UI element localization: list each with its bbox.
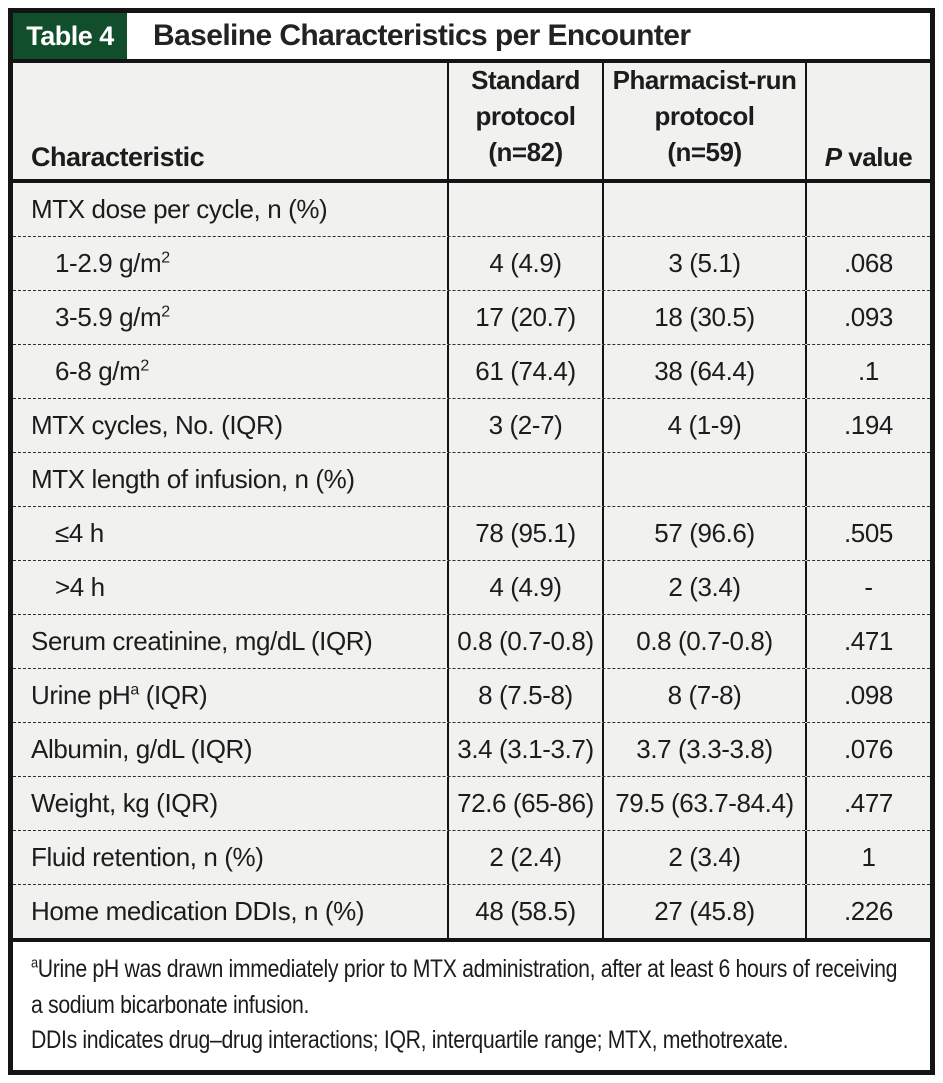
row-value-pharmacist: 79.5 (63.7-84.4) (602, 777, 805, 830)
table-label: Table 4 (26, 20, 114, 51)
row-label: ≤4 h (55, 518, 104, 548)
table-footnotes: aUrine pH was drawn immediately prior to… (13, 938, 930, 1070)
table-row: Albumin, g/dL (IQR) 3.4 (3.1-3.7) 3.7 (3… (13, 722, 930, 776)
row-value-standard: 8 (7.5-8) (447, 669, 602, 722)
row-value-p: .471 (805, 615, 930, 668)
table-row: 6-8 g/m2 61 (74.4) 38 (64.4) .1 (13, 344, 930, 398)
table-row: MTX cycles, No. (IQR) 3 (2-7) 4 (1-9) .1… (13, 398, 930, 452)
row-value-standard: 48 (58.5) (447, 885, 602, 938)
row-label: Albumin, g/dL (IQR) (31, 734, 253, 764)
row-label: Serum creatinine, mg/dL (IQR) (31, 626, 373, 656)
table-row: >4 h 4 (4.9) 2 (3.4) - (13, 560, 930, 614)
row-value-p (805, 453, 930, 506)
row-label: 6-8 g/m2 (55, 356, 149, 386)
row-value-pharmacist: 8 (7-8) (602, 669, 805, 722)
row-value-pharmacist: 3 (5.1) (602, 237, 805, 290)
table-row: 1-2.9 g/m2 4 (4.9) 3 (5.1) .068 (13, 236, 930, 290)
table-row: Fluid retention, n (%) 2 (2.4) 2 (3.4) 1 (13, 830, 930, 884)
table-title: Baseline Characteristics per Encounter (153, 19, 691, 52)
table-titlebar: Table 4 Baseline Characteristics per Enc… (13, 13, 930, 63)
row-value-pharmacist: 57 (96.6) (602, 507, 805, 560)
row-value-p: .194 (805, 399, 930, 452)
table-row: 3-5.9 g/m2 17 (20.7) 18 (30.5) .093 (13, 290, 930, 344)
row-value-standard: 3 (2-7) (447, 399, 602, 452)
row-label: >4 h (55, 572, 105, 602)
row-label: MTX cycles, No. (IQR) (31, 410, 283, 440)
table-row: Serum creatinine, mg/dL (IQR) 0.8 (0.7-0… (13, 614, 930, 668)
row-value-p: .477 (805, 777, 930, 830)
column-header-pharmacist-protocol: Pharmacist-run protocol (n=59) (602, 63, 805, 183)
row-label: MTX length of infusion, n (%) (31, 464, 355, 494)
row-value-pharmacist: 27 (45.8) (602, 885, 805, 938)
table-row: MTX dose per cycle, n (%) (13, 183, 930, 236)
footnote-a-text: Urine pH was drawn immediately prior to … (31, 955, 898, 1019)
footnote-a: aUrine pH was drawn immediately prior to… (31, 952, 912, 1023)
row-value-p: .1 (805, 345, 930, 398)
row-value-standard: 0.8 (0.7-0.8) (447, 615, 602, 668)
row-label: Weight, kg (IQR) (31, 788, 218, 818)
table-row: MTX length of infusion, n (%) (13, 452, 930, 506)
row-label: MTX dose per cycle, n (%) (31, 194, 328, 224)
row-value-standard: 3.4 (3.1-3.7) (447, 723, 602, 776)
row-value-standard: 17 (20.7) (447, 291, 602, 344)
row-value-pharmacist: 4 (1-9) (602, 399, 805, 452)
row-value-p: .093 (805, 291, 930, 344)
row-value-pharmacist: 3.7 (3.3-3.8) (602, 723, 805, 776)
row-value-p: .098 (805, 669, 930, 722)
row-value-pharmacist: 18 (30.5) (602, 291, 805, 344)
row-value-standard: 4 (4.9) (447, 561, 602, 614)
row-label: Fluid retention, n (%) (31, 842, 264, 872)
table-header-row: Characteristic Standard protocol (n=82) … (13, 63, 930, 183)
row-value-pharmacist (602, 453, 805, 506)
row-value-p: .076 (805, 723, 930, 776)
footnote-abbreviations: DDIs indicates drug–drug interactions; I… (31, 1026, 789, 1054)
table-row: Urine pHa (IQR) 8 (7.5-8) 8 (7-8) .098 (13, 668, 930, 722)
row-value-p (805, 183, 930, 236)
row-value-standard (447, 453, 602, 506)
row-value-standard: 61 (74.4) (447, 345, 602, 398)
row-value-standard: 72.6 (65-86) (447, 777, 602, 830)
table-row: ≤4 h 78 (95.1) 57 (96.6) .505 (13, 506, 930, 560)
row-value-pharmacist: 2 (3.4) (602, 561, 805, 614)
row-value-p: .226 (805, 885, 930, 938)
table-row: Home medication DDIs, n (%) 48 (58.5) 27… (13, 884, 930, 938)
row-value-pharmacist: 2 (3.4) (602, 831, 805, 884)
row-value-pharmacist: 38 (64.4) (602, 345, 805, 398)
footnote-a-marker: a (31, 954, 38, 972)
row-value-p: .068 (805, 237, 930, 290)
column-header-characteristic: Characteristic (31, 141, 205, 172)
row-value-standard (447, 183, 602, 236)
row-value-p: 1 (805, 831, 930, 884)
table-row: Weight, kg (IQR) 72.6 (65-86) 79.5 (63.7… (13, 776, 930, 830)
row-value-standard: 78 (95.1) (447, 507, 602, 560)
row-value-standard: 2 (2.4) (447, 831, 602, 884)
row-value-pharmacist (602, 183, 805, 236)
row-label: Home medication DDIs, n (%) (31, 896, 365, 926)
row-label: Urine pHa (IQR) (31, 680, 208, 710)
table-body: MTX dose per cycle, n (%) 1-2.9 g/m2 4 (… (13, 183, 930, 938)
row-value-p: .505 (805, 507, 930, 560)
row-label: 3-5.9 g/m2 (55, 302, 170, 332)
row-value-pharmacist: 0.8 (0.7-0.8) (602, 615, 805, 668)
row-value-standard: 4 (4.9) (447, 237, 602, 290)
row-label: 1-2.9 g/m2 (55, 248, 170, 278)
column-header-standard-protocol: Standard protocol (n=82) (447, 63, 602, 183)
column-header-p-value: P value (805, 63, 930, 183)
table-label-badge: Table 4 (13, 13, 127, 59)
table-container: Table 4 Baseline Characteristics per Enc… (8, 8, 935, 1075)
row-value-p: - (805, 561, 930, 614)
p-value-header-text: P value (824, 141, 913, 172)
